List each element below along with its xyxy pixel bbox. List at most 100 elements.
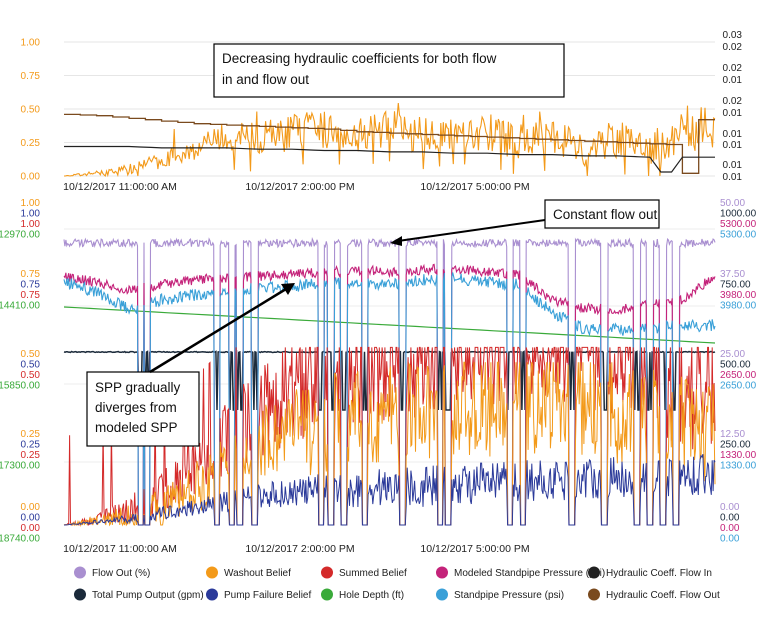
legend: Flow Out (%) Washout Belief Summed Belief M… — [74, 566, 720, 601]
bottom-right-tick-label: 2650.00 — [720, 370, 757, 381]
legend-item: Flow Out (%) — [74, 566, 150, 579]
bottom-left-tick-label: 0.50 — [21, 360, 41, 371]
bottom-right-tick-label: 1330.00 — [720, 461, 757, 472]
legend-label: Modeled Standpipe Pressure (psi) — [454, 568, 605, 579]
bottom-right-tick-label: 3980.00 — [720, 290, 757, 301]
top-left-axis: 1.00 0.75 0.50 0.25 0.00 — [21, 38, 41, 183]
bottom-right-tick-label: 25.00 — [720, 349, 745, 360]
bottom-right-tick-label: 250.00 — [720, 440, 751, 451]
legend-item: Hydraulic Coeff. Flow Out — [588, 588, 720, 601]
legend-item: Hydraulic Coeff. Flow In — [588, 566, 712, 579]
legend-swatch — [588, 566, 600, 579]
annotation-spp-box — [86, 371, 200, 447]
legend-label: Hole Depth (ft) — [339, 590, 404, 601]
bottom-panel: 1.001.001.0012970.000.750.750.7514410.00… — [0, 198, 757, 555]
bottom-left-tick-label: 0.50 — [21, 349, 41, 360]
bottom-left-tick-label: 0.75 — [21, 269, 41, 280]
top-series-hydraulic-flow-in — [64, 145, 715, 173]
legend-swatch — [588, 588, 600, 601]
bottom-right-axis: 50.001000.005300.005300.0037.50750.00398… — [720, 198, 757, 545]
legend-item: Pump Failure Belief — [206, 588, 311, 601]
bottom-left-tick-label: 15850.00 — [0, 381, 40, 392]
bottom-series-hole-depth — [63, 306, 716, 344]
bottom-left-tick-label: 0.00 — [21, 502, 41, 513]
legend-swatch — [321, 588, 333, 601]
legend-label: Hydraulic Coeff. Flow In — [606, 568, 712, 579]
legend-swatch — [436, 588, 448, 601]
bottom-left-tick-label: 1.00 — [21, 219, 41, 230]
bottom-right-tick-label: 2650.00 — [720, 381, 757, 392]
bottom-right-tick-label: 0.00 — [720, 502, 740, 513]
legend-label: Flow Out (%) — [92, 568, 150, 579]
bottom-left-axis: 1.001.001.0012970.000.750.750.7514410.00… — [0, 198, 40, 545]
top-panel: 1.000.750.500.250.00 0.030.020.020.010.0… — [21, 30, 743, 193]
bottom-right-tick-label: 5300.00 — [720, 219, 757, 230]
top-series — [64, 103, 716, 178]
bottom-right-tick-label: 1000.00 — [720, 209, 757, 220]
bottom-left-tick-label: 14410.00 — [0, 301, 40, 312]
bottom-left-tick-label: 18740.00 — [0, 534, 40, 545]
legend-swatch — [321, 566, 333, 579]
bottom-left-tick-label: 0.25 — [21, 440, 41, 451]
top-right-tick-label: 0.02 — [723, 63, 743, 74]
legend-swatch — [206, 588, 218, 601]
bottom-left-tick-label: 0.00 — [21, 513, 41, 524]
bottom-left-tick-label: 0.25 — [21, 429, 41, 440]
bottom-right-tick-label: 12.50 — [720, 429, 745, 440]
annotation-constant-text: Constant flow out — [553, 207, 658, 222]
annotation-spp: SPP gradually diverges from modeled SPP — [86, 283, 295, 447]
bottom-left-tick-label: 0.00 — [21, 523, 41, 534]
bottom-right-tick-label: 3980.00 — [720, 301, 757, 312]
top-right-tick-label: 0.01 — [723, 108, 743, 119]
bottom-right-tick-label: 5300.00 — [720, 230, 757, 241]
legend-swatch — [74, 566, 86, 579]
top-x-axis: 10/12/2017 11:00:00 AM 10/12/2017 2:00:00… — [63, 181, 529, 193]
bottom-right-tick-label: 0.00 — [720, 523, 740, 534]
top-right-axis: 0.030.020.020.010.020.010.010.010.010.01 — [723, 30, 743, 183]
top-right-tick-label: 0.01 — [723, 160, 743, 171]
top-x-tick-label: 10/12/2017 2:00:00 PM — [245, 181, 354, 193]
annotation-hydraulic: Decreasing hydraulic coefficients for bo… — [213, 43, 565, 98]
top-right-tick-label: 0.01 — [723, 140, 743, 151]
top-left-tick-label: 0.75 — [21, 71, 41, 82]
legend-item: Total Pump Output (gpm) — [74, 588, 204, 601]
bottom-series-pump-failure-belief — [64, 453, 716, 526]
annotation-spp-arrowhead — [281, 283, 295, 295]
top-left-tick-label: 0.25 — [21, 138, 41, 149]
top-right-tick-label: 0.01 — [723, 172, 743, 183]
top-right-tick-label: 0.02 — [723, 42, 743, 53]
top-series-washout-belief — [64, 103, 716, 178]
bottom-left-tick-label: 0.25 — [21, 450, 41, 461]
bottom-series-total-pump-output — [63, 350, 716, 411]
bottom-left-tick-label: 1.00 — [21, 198, 41, 209]
legend-swatch — [436, 566, 448, 579]
bottom-right-tick-label: 0.00 — [720, 534, 740, 545]
annotation-spp-line2: diverges from — [95, 400, 177, 415]
top-left-tick-label: 1.00 — [21, 38, 41, 49]
bottom-left-tick-label: 17300.00 — [0, 461, 40, 472]
legend-item: Hole Depth (ft) — [321, 588, 404, 601]
bottom-left-tick-label: 0.75 — [21, 290, 41, 301]
bottom-left-tick-label: 12970.00 — [0, 230, 40, 241]
top-x-tick-label: 10/12/2017 5:00:00 PM — [420, 181, 529, 193]
bottom-left-tick-label: 1.00 — [21, 209, 41, 220]
legend-label: Total Pump Output (gpm) — [92, 590, 204, 601]
bottom-right-tick-label: 500.00 — [720, 360, 751, 371]
legend-item: Standpipe Pressure (psi) — [436, 588, 564, 601]
bottom-left-tick-label: 0.75 — [21, 280, 41, 291]
bottom-right-tick-label: 1330.00 — [720, 450, 757, 461]
annotation-constant-arrow — [397, 219, 546, 242]
annotation-spp-arrow — [149, 287, 287, 374]
top-right-tick-label: 0.03 — [723, 30, 743, 41]
top-right-tick-label: 0.01 — [723, 75, 743, 86]
annotation-constant-flow: Constant flow out — [390, 199, 660, 246]
bottom-x-axis: 10/12/2017 11:00:00 AM 10/12/2017 2:00:00… — [63, 543, 529, 555]
bottom-right-tick-label: 750.00 — [720, 280, 751, 291]
bottom-x-tick-label: 10/12/2017 11:00:00 AM — [63, 543, 177, 555]
bottom-x-tick-label: 10/12/2017 5:00:00 PM — [420, 543, 529, 555]
bottom-right-tick-label: 37.50 — [720, 269, 745, 280]
annotation-constant-box — [544, 199, 660, 229]
annotation-constant-arrowhead — [390, 236, 402, 246]
top-left-tick-label: 0.50 — [21, 105, 41, 116]
